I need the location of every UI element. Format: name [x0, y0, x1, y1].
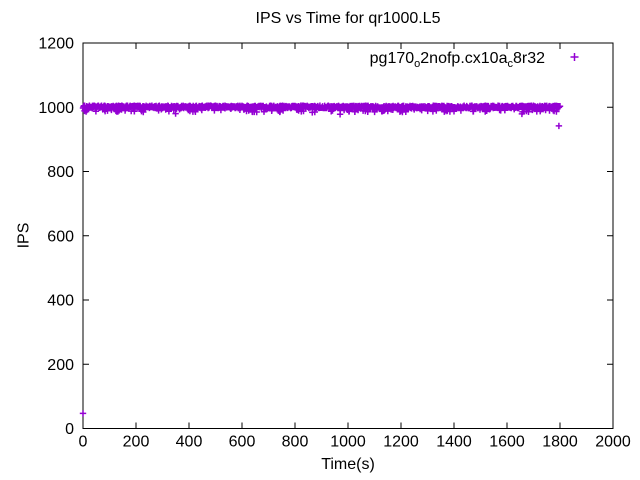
legend-label-text: 2nofp.cx10a: [420, 50, 508, 67]
legend-label-text: pg170: [369, 50, 415, 67]
legend-key-marker: [570, 53, 579, 61]
x-axis-label: Time(s): [321, 456, 375, 473]
series-points: [79, 102, 564, 417]
legend-series-label: pg170o2nofp.cx10ac8r32: [369, 50, 545, 70]
x-tick-label: 200: [123, 434, 150, 451]
x-tick-label: 600: [229, 434, 256, 451]
y-tick-label: 1000: [38, 100, 74, 117]
tick-labels: 0 200 400 600 800 1000 1200 1400 1600 1800 2000 0 20…: [38, 36, 630, 451]
x-tick-label: 400: [176, 434, 203, 451]
y-tick-label: 1200: [38, 36, 74, 53]
legend-label-text: 8r32: [512, 50, 545, 67]
x-tick-label: 800: [282, 434, 309, 451]
y-axis-label: IPS: [15, 222, 33, 249]
x-tick-label: 2000: [595, 434, 631, 451]
y-tick-label: 200: [47, 357, 74, 374]
chart-title: IPS vs Time for qr1000.L5: [255, 10, 441, 27]
x-tick-label: 1600: [489, 434, 525, 451]
plot-border: [82, 42, 614, 429]
y-tick-label: 400: [47, 293, 74, 310]
legend: pg170o2nofp.cx10ac8r32: [370, 49, 545, 74]
x-tick-label: 1800: [542, 434, 578, 451]
legend-label-subscript: c: [507, 58, 513, 70]
y-tick-label: 0: [65, 421, 74, 438]
x-tick-label: 1200: [383, 434, 419, 451]
y-tick-label: 600: [47, 228, 74, 245]
x-tick-label: 1000: [330, 434, 366, 451]
axis-ticks: [82, 42, 614, 429]
x-tick-label: 0: [79, 434, 88, 451]
x-tick-label: 1400: [436, 434, 472, 451]
legend-label-subscript: o: [414, 58, 421, 70]
y-tick-label: 800: [47, 164, 74, 181]
